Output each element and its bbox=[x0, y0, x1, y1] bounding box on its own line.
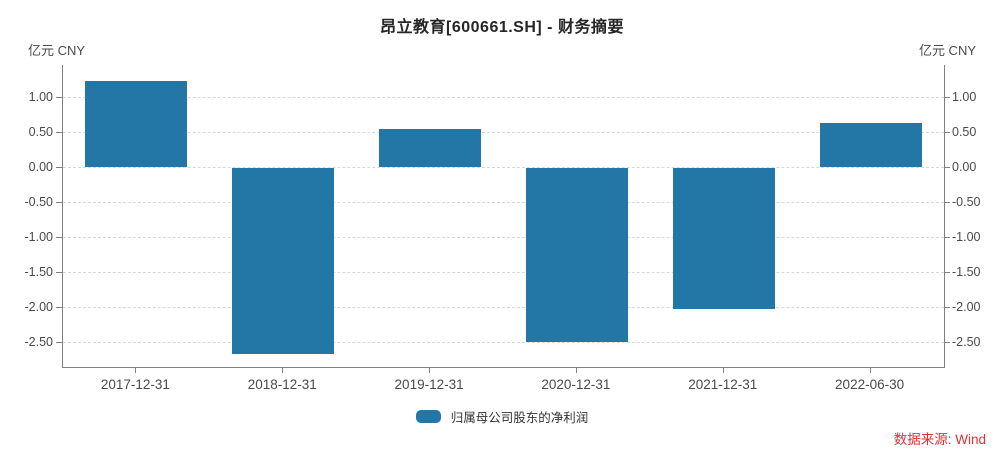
x-axis-tick bbox=[722, 368, 724, 373]
y-axis-label-left: -2.50 bbox=[24, 335, 54, 349]
legend-swatch bbox=[415, 410, 441, 423]
y-axis-label-right: 1.00 bbox=[952, 90, 977, 104]
y-axis-tick-left bbox=[56, 307, 62, 308]
y-axis-label-right: 0.50 bbox=[952, 125, 977, 139]
y-axis-tick-left bbox=[56, 272, 62, 273]
plot-area bbox=[62, 65, 945, 368]
y-axis-tick-right bbox=[944, 342, 950, 343]
gridline bbox=[63, 202, 944, 203]
y-axis-tick-right bbox=[944, 167, 950, 168]
gridline bbox=[63, 272, 944, 273]
x-axis-label: 2020-12-31 bbox=[541, 377, 611, 392]
chart-title: 昂立教育[600661.SH] - 财务摘要 bbox=[380, 19, 624, 36]
bar bbox=[379, 129, 482, 167]
y-axis-unit-left: 亿元 CNY bbox=[28, 43, 86, 58]
bar bbox=[819, 122, 922, 167]
y-axis-label-left: -2.00 bbox=[24, 300, 54, 314]
y-axis-label-left: -1.50 bbox=[24, 265, 54, 279]
y-axis-unit-right: 亿元 CNY bbox=[918, 43, 976, 58]
legend: 归属母公司股东的净利润 bbox=[0, 407, 1004, 426]
y-axis-tick-left bbox=[56, 167, 62, 168]
y-axis-label-right: 0.00 bbox=[952, 160, 977, 174]
bar bbox=[85, 80, 188, 167]
gridline bbox=[63, 97, 944, 98]
y-axis-tick-right bbox=[944, 307, 950, 308]
x-axis-label: 2019-12-31 bbox=[394, 377, 464, 392]
x-axis-label: 2021-12-31 bbox=[688, 377, 758, 392]
x-axis-label: 2018-12-31 bbox=[247, 377, 317, 392]
y-axis-label-right: -0.50 bbox=[952, 195, 981, 209]
y-axis-tick-right bbox=[944, 202, 950, 203]
bar bbox=[525, 168, 628, 342]
y-axis-tick-left bbox=[56, 97, 62, 98]
x-axis-tick bbox=[575, 368, 577, 373]
gridline bbox=[63, 237, 944, 238]
gridline bbox=[63, 307, 944, 308]
y-axis-tick-right bbox=[944, 132, 950, 133]
y-axis-tick-left bbox=[56, 202, 62, 203]
y-axis-label-left: 0.00 bbox=[28, 160, 53, 174]
data-source: 数据来源: Wind bbox=[893, 432, 986, 447]
x-axis-tick bbox=[429, 368, 431, 373]
y-axis-tick-left bbox=[56, 342, 62, 343]
y-axis-label-left: 1.00 bbox=[28, 90, 53, 104]
bar bbox=[232, 168, 335, 355]
x-axis-tick bbox=[869, 368, 871, 373]
gridline bbox=[63, 342, 944, 343]
y-axis-label-right: -2.00 bbox=[952, 300, 981, 314]
x-axis-tick bbox=[135, 368, 137, 373]
y-axis-label-right: -1.00 bbox=[952, 230, 981, 244]
y-axis-tick-left bbox=[56, 237, 62, 238]
gridline bbox=[63, 167, 944, 168]
y-axis-tick-right bbox=[944, 97, 950, 98]
y-axis-label-left: -1.00 bbox=[24, 230, 54, 244]
gridline bbox=[63, 132, 944, 133]
y-axis-tick-right bbox=[944, 272, 950, 273]
y-axis-label-left: 0.50 bbox=[28, 125, 53, 139]
y-axis-tick-left bbox=[56, 132, 62, 133]
x-axis-label: 2022-06-30 bbox=[835, 377, 905, 392]
y-axis-label-right: -2.50 bbox=[952, 335, 981, 349]
legend-label: 归属母公司股东的净利润 bbox=[450, 411, 589, 425]
y-axis-label-right: -1.50 bbox=[952, 265, 981, 279]
bar bbox=[672, 168, 775, 310]
x-axis-label: 2017-12-31 bbox=[100, 377, 170, 392]
x-axis-tick bbox=[282, 368, 284, 373]
y-axis-tick-right bbox=[944, 237, 950, 238]
y-axis-label-left: -0.50 bbox=[24, 195, 54, 209]
